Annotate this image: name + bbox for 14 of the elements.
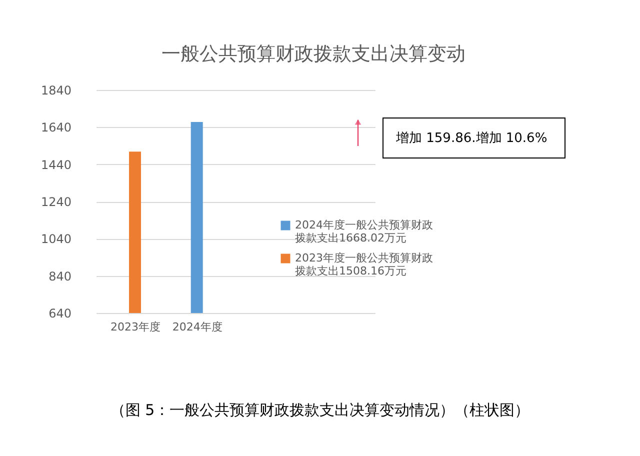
legend-label: 2023年度一般公共预算财政拨款支出1508.16万元 — [295, 252, 433, 278]
text: 一般公共预算财政拨款支出决算变动 — [162, 43, 466, 65]
y-tick-label: 1240 — [40, 195, 72, 209]
y-tick-label: 1040 — [40, 232, 72, 246]
legend-label: 2024年度一般公共预算财政拨款支出1668.02万元 — [295, 218, 433, 244]
y-tick-label: 640 — [48, 306, 72, 320]
y-tick-label: 1640 — [40, 120, 72, 135]
x-tick-label: 2023年度 — [110, 320, 161, 334]
x-tick-label: 2024年度 — [172, 320, 222, 334]
text: （图 5：一般公共预算财政拨款支出决算变动情况）（柱状图） — [110, 401, 530, 419]
y-tick-label: 1440 — [40, 158, 72, 172]
text: 增加 159.86.增加 10.6% — [395, 131, 548, 146]
y-tick-label: 840 — [48, 269, 72, 284]
y-tick-label: 1840 — [40, 84, 72, 98]
